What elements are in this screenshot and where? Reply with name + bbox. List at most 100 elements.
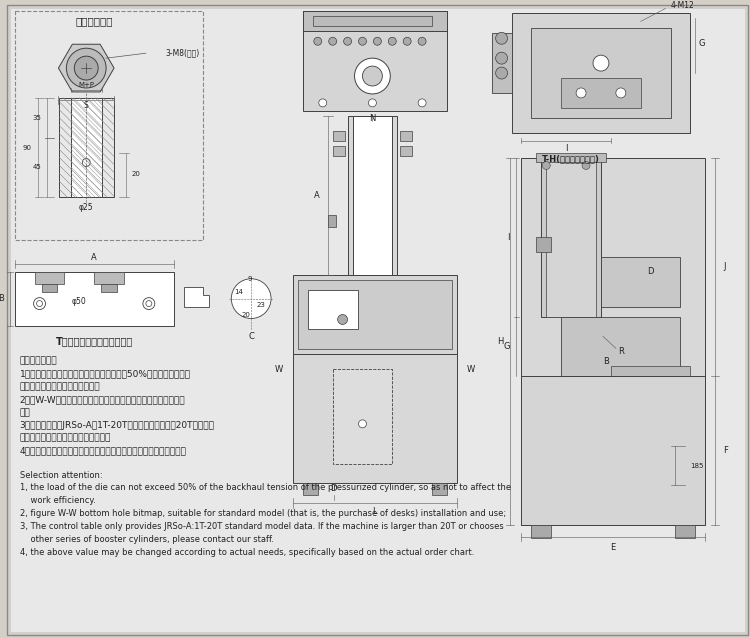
Bar [41, 284, 58, 292]
Text: C: C [248, 332, 254, 341]
Circle shape [74, 56, 98, 80]
Text: G: G [698, 39, 705, 48]
Text: N: N [369, 114, 376, 123]
Bar [532, 28, 670, 118]
Bar [308, 290, 358, 329]
Bar [546, 158, 596, 316]
Bar [400, 131, 412, 140]
Text: B: B [0, 294, 4, 303]
Circle shape [82, 158, 90, 167]
Circle shape [231, 279, 271, 318]
Text: M+P: M+P [78, 82, 94, 88]
Text: D: D [331, 484, 337, 493]
Circle shape [496, 67, 508, 79]
Text: 1, the load of the die can not exceed 50% of the backhaul tension of the pressur: 1, the load of the die can not exceed 50… [20, 484, 511, 493]
Text: 20: 20 [242, 311, 250, 318]
Text: 系列增压缸的机台请与我司人员联系；: 系列增压缸的机台请与我司人员联系； [20, 434, 111, 443]
Text: 率；此点要求适用我司所有机台。: 率；此点要求适用我司所有机台。 [20, 382, 101, 391]
Text: φ50: φ50 [72, 297, 87, 306]
Polygon shape [58, 44, 114, 92]
Bar [611, 366, 691, 381]
Bar [303, 11, 447, 111]
Bar [352, 115, 392, 275]
Text: 2、图W-W底部孔位图，适用于标配机型（即未选购桐子）安装使: 2、图W-W底部孔位图，适用于标配机型（即未选购桐子）安装使 [20, 395, 185, 404]
Text: 35: 35 [33, 115, 41, 121]
Text: I: I [565, 144, 568, 153]
Text: I: I [507, 232, 509, 242]
Text: H: H [497, 337, 503, 346]
Text: G: G [503, 342, 509, 351]
Circle shape [418, 37, 426, 45]
Circle shape [368, 99, 376, 107]
Text: F: F [723, 446, 728, 455]
Bar [521, 376, 705, 525]
Bar [512, 13, 691, 133]
Text: 9: 9 [248, 276, 253, 282]
Text: T-H(高部安装孔详图): T-H(高部安装孔详图) [542, 154, 600, 163]
Bar [532, 525, 551, 538]
Bar [15, 272, 174, 327]
Bar [59, 98, 114, 197]
Bar [521, 158, 705, 525]
Circle shape [143, 297, 154, 309]
Circle shape [388, 37, 396, 45]
Bar [492, 33, 512, 93]
Bar [298, 279, 452, 349]
Circle shape [34, 297, 46, 309]
Bar [601, 257, 680, 307]
Circle shape [37, 300, 43, 307]
Text: 3、对照表仅提供JRSo-A：1T-20T标准机型数据，大于20T或选其他: 3、对照表仅提供JRSo-A：1T-20T标准机型数据，大于20T或选其他 [20, 421, 214, 430]
Circle shape [374, 37, 381, 45]
Text: other series of booster cylinders, please contact our staff.: other series of booster cylinders, pleas… [20, 535, 274, 544]
Text: E: E [610, 542, 616, 551]
Text: W: W [466, 365, 475, 374]
Bar [561, 78, 640, 108]
Circle shape [146, 300, 152, 307]
Bar [328, 215, 336, 227]
Bar [303, 11, 447, 31]
Bar [71, 98, 102, 197]
Bar [400, 145, 412, 156]
Bar [333, 369, 392, 464]
Text: A: A [92, 253, 97, 262]
Bar [347, 115, 398, 275]
Text: 4-M12: 4-M12 [670, 1, 694, 10]
Bar [293, 354, 457, 484]
Text: 45: 45 [33, 165, 41, 170]
Text: Selection attention:: Selection attention: [20, 470, 102, 480]
Text: J: J [723, 262, 726, 271]
Text: B: B [603, 357, 609, 366]
Circle shape [319, 99, 327, 107]
Circle shape [542, 161, 550, 170]
Text: 14: 14 [234, 288, 243, 295]
Circle shape [616, 88, 626, 98]
Text: R: R [618, 347, 624, 356]
Circle shape [344, 37, 352, 45]
Bar [536, 237, 551, 252]
Circle shape [338, 315, 347, 325]
Text: W: W [274, 365, 283, 374]
Circle shape [355, 58, 390, 94]
Text: A: A [314, 191, 320, 200]
Bar [313, 17, 432, 26]
Circle shape [67, 48, 106, 88]
Bar [542, 158, 601, 316]
Text: 1、模具上模负载不能超过增压缸回程拉力的50%，以免影响工作效: 1、模具上模负载不能超过增压缸回程拉力的50%，以免影响工作效 [20, 369, 190, 378]
Bar [101, 284, 117, 292]
Text: 20: 20 [132, 172, 141, 177]
Text: work efficiency.: work efficiency. [20, 496, 95, 505]
Text: 2, figure W-W bottom hole bitmap, suitable for standard model (that is, the purc: 2, figure W-W bottom hole bitmap, suitab… [20, 509, 506, 518]
Text: T型槽底板（工作台面详图）: T型槽底板（工作台面详图） [56, 336, 133, 346]
Circle shape [404, 37, 411, 45]
Circle shape [496, 52, 508, 64]
Circle shape [593, 55, 609, 71]
Text: 选型注意事项：: 选型注意事项： [20, 356, 57, 365]
Bar [303, 484, 318, 495]
Bar [561, 316, 680, 376]
Bar [536, 152, 606, 163]
Bar [34, 272, 64, 284]
Circle shape [496, 33, 508, 44]
Text: 23: 23 [256, 302, 265, 308]
Text: D: D [647, 267, 654, 276]
Text: 4, the above value may be changed according to actual needs, specifically based : 4, the above value may be changed accord… [20, 548, 474, 557]
